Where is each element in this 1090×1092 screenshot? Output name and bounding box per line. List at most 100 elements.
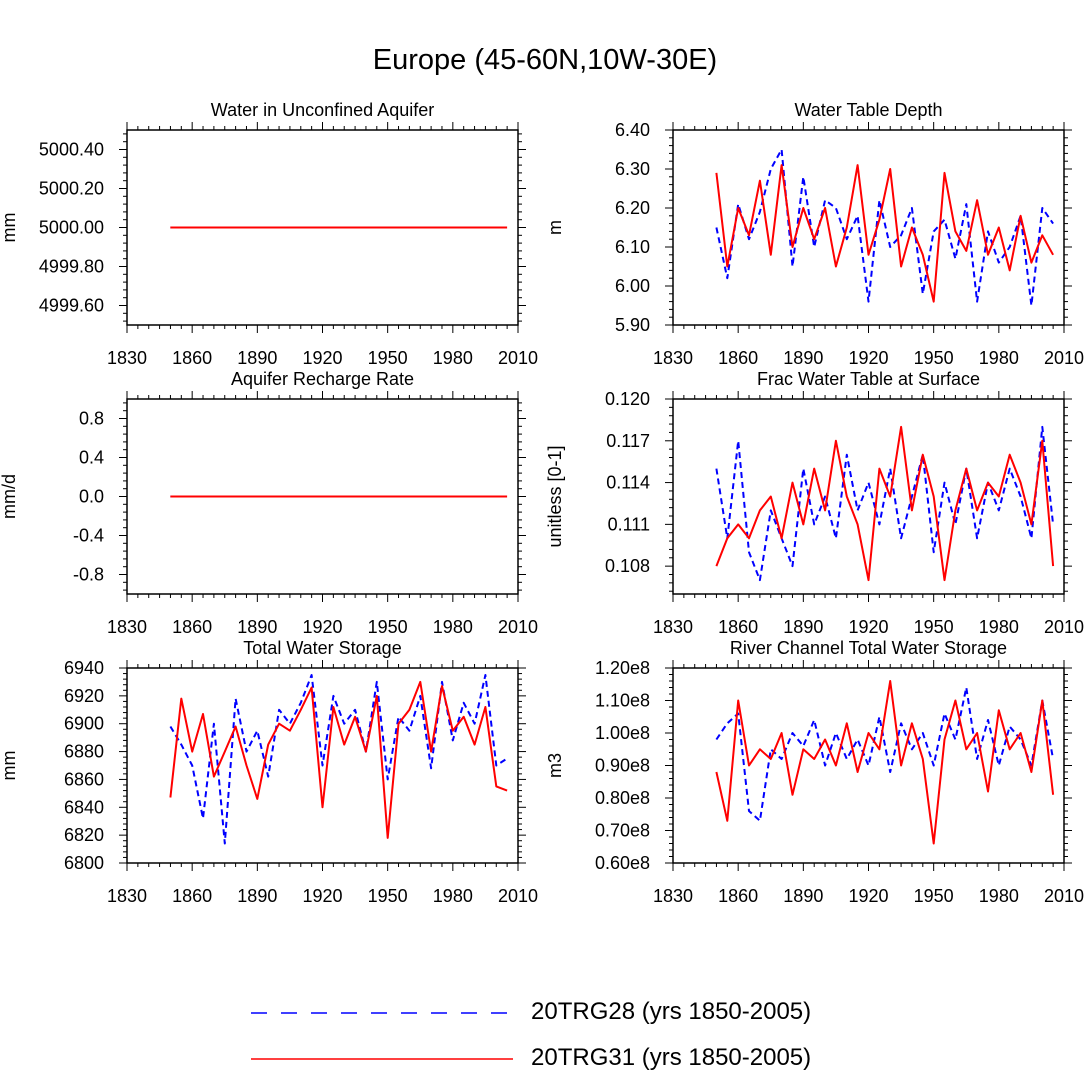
panel-title: Total Water Storage: [243, 638, 401, 658]
x-tick-label: 1920: [848, 348, 888, 368]
x-tick-label: 1980: [433, 886, 473, 906]
x-tick-label: 1890: [237, 886, 277, 906]
x-tick-label: 1860: [718, 617, 758, 637]
y-tick-label: 0.114: [606, 473, 650, 493]
y-tick-label: 6840: [64, 797, 104, 817]
x-tick-label: 1860: [172, 617, 212, 637]
y-tick-label: 0.90e8: [595, 756, 650, 776]
x-tick-label: 2010: [1044, 886, 1084, 906]
y-tick-label: 0.4: [79, 448, 104, 468]
y-tick-label: 1.10e8: [595, 691, 650, 711]
x-tick-label: 1920: [302, 348, 342, 368]
y-tick-label: 6.20: [615, 198, 650, 218]
x-tick-label: 1950: [368, 886, 408, 906]
y-tick-label: 0.60e8: [595, 853, 650, 873]
y-tick-label: 0.80e8: [595, 788, 650, 808]
x-tick-label: 1950: [368, 348, 408, 368]
series-line-20trg28: [169, 674, 508, 845]
x-tick-label: 1890: [783, 348, 823, 368]
x-tick-label: 1830: [107, 348, 147, 368]
x-tick-label: 2010: [1044, 348, 1084, 368]
figure-title: Europe (45-60N,10W-30E): [372, 44, 718, 76]
y-tick-label: 1.20e8: [595, 658, 650, 678]
x-tick-label: 1980: [433, 617, 473, 637]
y-tick-label: 0.108: [605, 556, 650, 576]
y-axis-label: mm: [0, 751, 19, 781]
y-tick-label: 6880: [64, 742, 104, 762]
x-tick-label: 1950: [914, 617, 954, 637]
y-tick-label: 1.00e8: [595, 723, 650, 743]
y-tick-label: 6940: [64, 658, 104, 678]
y-tick-label: 6800: [64, 853, 104, 873]
series-line-20trg31: [169, 680, 508, 839]
x-tick-label: 1950: [914, 348, 954, 368]
y-tick-label: 0.0: [79, 487, 104, 507]
y-tick-label: 0.70e8: [595, 821, 650, 841]
x-tick-label: 1980: [433, 348, 473, 368]
y-axis-label: mm/d: [0, 474, 19, 519]
series-line-20trg28: [715, 425, 1055, 582]
y-tick-label: -0.8: [73, 565, 104, 585]
y-tick-label: 5000.40: [39, 140, 104, 160]
series-line-20trg31: [715, 164, 1054, 303]
x-tick-label: 1920: [302, 617, 342, 637]
y-tick-label: 5000.00: [39, 218, 104, 238]
series-line-20trg28: [715, 148, 1054, 307]
panel-title: Water in Unconfined Aquifer: [211, 100, 434, 120]
y-axis-label: unitless [0-1]: [545, 445, 565, 547]
y-tick-label: 6.10: [615, 237, 650, 257]
series-line-20trg28: [715, 686, 1055, 822]
x-tick-label: 1980: [979, 886, 1019, 906]
x-tick-label: 1830: [653, 886, 693, 906]
x-tick-label: 1980: [979, 348, 1019, 368]
x-tick-label: 1950: [914, 886, 954, 906]
y-axis-label: mm: [0, 213, 19, 243]
y-tick-label: -0.4: [73, 526, 104, 546]
x-tick-label: 1830: [107, 886, 147, 906]
x-tick-label: 1860: [172, 886, 212, 906]
y-tick-label: 6.00: [615, 276, 650, 296]
x-tick-label: 2010: [498, 886, 538, 906]
x-tick-label: 2010: [498, 617, 538, 637]
x-tick-label: 1890: [783, 617, 823, 637]
x-tick-label: 1860: [718, 886, 758, 906]
panel-title: Frac Water Table at Surface: [757, 369, 980, 389]
y-tick-label: 0.120: [605, 389, 650, 409]
series-line-20trg31: [715, 680, 1055, 845]
y-tick-label: 6.40: [615, 120, 650, 140]
panel-title: River Channel Total Water Storage: [730, 638, 1007, 658]
y-tick-label: 6.30: [615, 159, 650, 179]
x-tick-label: 2010: [1044, 617, 1084, 637]
y-axis-label: m: [545, 220, 565, 235]
x-tick-label: 1830: [653, 617, 693, 637]
y-axis-label: m3: [545, 753, 565, 778]
y-tick-label: 6860: [64, 769, 104, 789]
panel-title: Aquifer Recharge Rate: [231, 369, 414, 389]
x-tick-label: 1980: [979, 617, 1019, 637]
x-tick-label: 1890: [237, 348, 277, 368]
x-tick-label: 1950: [368, 617, 408, 637]
x-tick-label: 1890: [237, 617, 277, 637]
y-tick-label: 6820: [64, 825, 104, 845]
y-tick-label: 0.117: [606, 431, 650, 451]
x-tick-label: 1890: [783, 886, 823, 906]
series-line-20trg31: [715, 425, 1055, 582]
panel-title: Water Table Depth: [794, 100, 942, 120]
x-tick-label: 1830: [653, 348, 693, 368]
y-tick-label: 4999.60: [39, 296, 104, 316]
y-tick-label: 5000.20: [39, 179, 104, 199]
x-tick-label: 1860: [172, 348, 212, 368]
y-tick-label: 0.111: [608, 514, 650, 534]
y-tick-label: 6900: [64, 714, 104, 734]
y-tick-label: 6920: [64, 686, 104, 706]
x-tick-label: 1860: [718, 348, 758, 368]
y-tick-label: 5.90: [615, 315, 650, 335]
x-tick-label: 2010: [498, 348, 538, 368]
y-tick-label: 0.8: [79, 409, 104, 429]
y-tick-label: 4999.80: [39, 257, 104, 277]
